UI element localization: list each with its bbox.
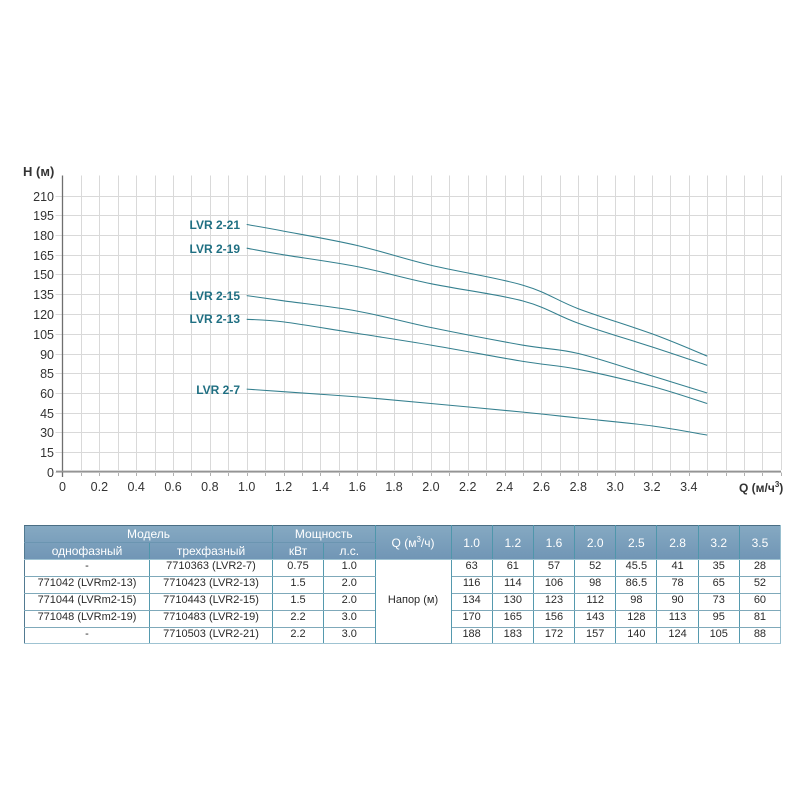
svg-text:0.6: 0.6 [164,480,181,494]
svg-text:LVR 2-19: LVR 2-19 [190,242,241,256]
svg-text:0.2: 0.2 [91,480,108,494]
svg-text:60: 60 [40,387,54,401]
svg-text:LVR 2-7: LVR 2-7 [196,383,240,397]
svg-text:LVR 2-21: LVR 2-21 [190,218,241,232]
svg-text:1.8: 1.8 [385,480,402,494]
svg-text:H (м): H (м) [23,164,54,179]
svg-text:1.0: 1.0 [238,480,255,494]
svg-text:15: 15 [40,446,54,460]
svg-text:0.8: 0.8 [201,480,218,494]
svg-text:LVR 2-13: LVR 2-13 [190,312,241,326]
svg-text:135: 135 [33,288,54,302]
svg-text:0: 0 [59,480,66,494]
svg-text:1.6: 1.6 [349,480,366,494]
svg-text:30: 30 [40,426,54,440]
svg-text:1.2: 1.2 [275,480,292,494]
svg-text:2.2: 2.2 [459,480,476,494]
svg-text:2.4: 2.4 [496,480,513,494]
svg-text:90: 90 [40,348,54,362]
svg-text:195: 195 [33,209,54,223]
svg-text:LVR 2-15: LVR 2-15 [190,289,241,303]
svg-text:165: 165 [33,249,54,263]
svg-text:120: 120 [33,308,54,322]
svg-text:105: 105 [33,328,54,342]
svg-text:210: 210 [33,190,54,204]
svg-text:3.0: 3.0 [606,480,623,494]
svg-text:3.4: 3.4 [680,480,697,494]
svg-text:85: 85 [40,367,54,381]
svg-text:0: 0 [47,466,54,480]
svg-text:2.8: 2.8 [570,480,587,494]
svg-text:0.4: 0.4 [127,480,144,494]
svg-text:2.0: 2.0 [422,480,439,494]
svg-text:3.2: 3.2 [643,480,660,494]
svg-text:150: 150 [33,268,54,282]
svg-text:1.4: 1.4 [312,480,329,494]
svg-text:180: 180 [33,229,54,243]
svg-text:Q (м/ч3): Q (м/ч3) [739,480,783,495]
svg-text:2.6: 2.6 [533,480,550,494]
svg-text:45: 45 [40,407,54,421]
